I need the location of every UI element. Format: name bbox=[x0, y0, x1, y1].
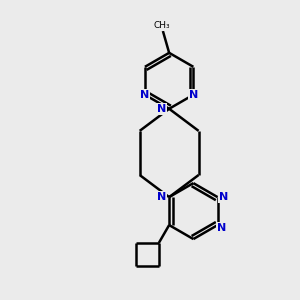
Text: N: N bbox=[157, 104, 167, 114]
Text: N: N bbox=[157, 192, 167, 202]
Text: N: N bbox=[140, 90, 149, 100]
Text: N: N bbox=[189, 90, 198, 100]
Text: CH₃: CH₃ bbox=[154, 21, 170, 30]
Text: N: N bbox=[218, 223, 226, 233]
Text: N: N bbox=[219, 192, 228, 202]
